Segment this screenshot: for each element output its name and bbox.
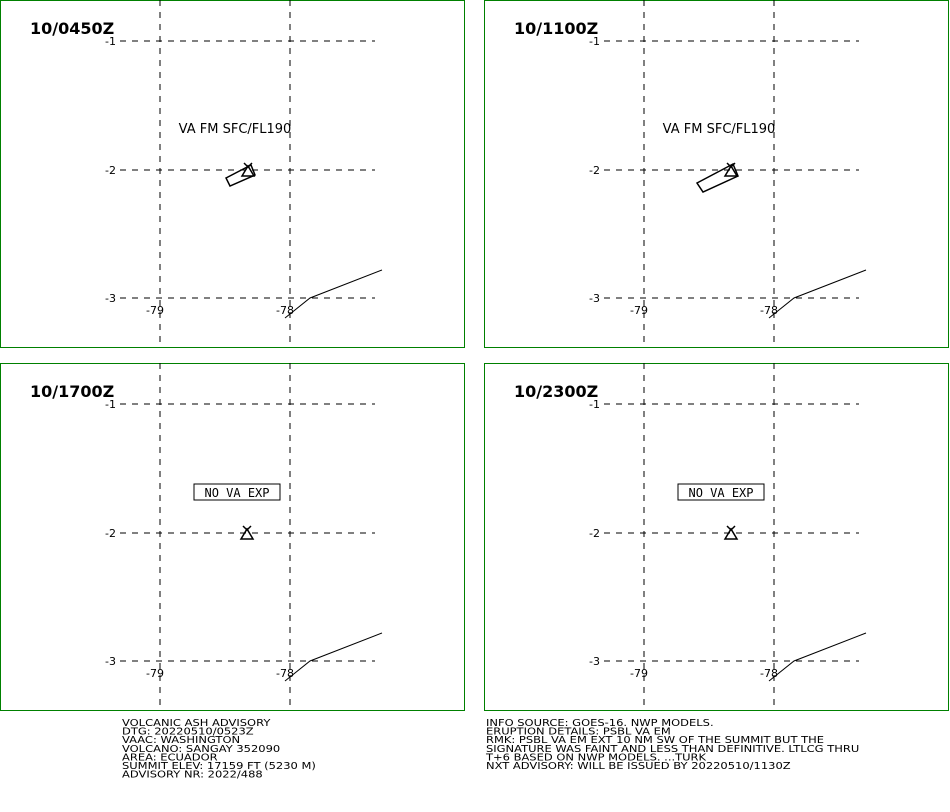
lat-label: -1 — [589, 35, 600, 48]
lon-label: -79 — [630, 667, 648, 680]
ash-annotation: VA FM SFC/FL190 — [663, 122, 776, 137]
ash-area — [695, 162, 739, 193]
lon-label: -79 — [630, 304, 648, 317]
advisory-line: AREA: ECUADOR — [122, 752, 218, 763]
valid-time: 10/1100Z — [514, 19, 598, 38]
coastline — [768, 632, 867, 682]
lat-label: -1 — [105, 35, 116, 48]
lat-label: -2 — [589, 527, 600, 540]
advisory-line: T+6 BASED ON NWP MODELS. ...TURK — [485, 752, 707, 763]
coastline — [768, 269, 867, 319]
volcano-symbol — [239, 525, 255, 540]
lat-label: -1 — [105, 398, 116, 411]
advisory-line: VOLCANO: SANGAY 352090 — [122, 744, 280, 755]
panel-border — [484, 363, 949, 711]
advisory-line: ERUPTION DETAILS: PSBL VA EM — [486, 727, 671, 738]
lat-label: -1 — [589, 398, 600, 411]
lat-label: -2 — [589, 164, 600, 177]
lat-label: -2 — [105, 164, 116, 177]
panel: -1 -2 -3 -79 -78 10/0450Z VA FM SFC/FL190 — [0, 0, 465, 348]
panel: -1 -2 -3 -79 -78 10/1100Z VA FM SFC/FL190 — [484, 0, 949, 348]
volcano-symbol — [240, 162, 256, 177]
panel-border — [484, 0, 949, 348]
valid-time: 10/1700Z — [30, 382, 114, 401]
advisory-line: SIGNATURE WAS FAINT AND LESS THAN DEFINI… — [486, 744, 859, 755]
ash-annotation: NO VA EXP — [688, 486, 753, 500]
lon-label: -78 — [276, 304, 294, 317]
advisory-line: VAAC: WASHINGTON — [122, 735, 240, 746]
advisory-line: INFO SOURCE: GOES-16. NWP MODELS. — [486, 718, 714, 729]
valid-time: 10/2300Z — [514, 382, 598, 401]
ash-annotation: NO VA EXP — [204, 486, 269, 500]
lon-label: -78 — [760, 304, 778, 317]
panel-border — [0, 363, 465, 711]
valid-time: 10/0450Z — [30, 19, 114, 38]
annotation-box — [677, 483, 765, 501]
advisory-line: NXT ADVISORY: WILL BE ISSUED BY 20220510… — [486, 761, 791, 772]
coastline — [284, 269, 383, 319]
lat-label: -2 — [105, 527, 116, 540]
lat-label: -3 — [589, 292, 600, 305]
panel-border — [0, 0, 465, 348]
ash-area — [224, 163, 256, 187]
lat-label: -3 — [105, 655, 116, 668]
coastline — [284, 632, 383, 682]
lat-label: -3 — [105, 292, 116, 305]
annotation-box — [193, 483, 281, 501]
advisory-line: RMK: PSBL VA EM EXT 10 NM SW OF THE SUMM… — [486, 735, 824, 746]
volcano-symbol — [723, 162, 739, 177]
lon-label: -79 — [146, 667, 164, 680]
panel: -1 -2 -3 -79 -78 10/2300Z NO VA EXP — [484, 363, 949, 711]
lat-label: -3 — [589, 655, 600, 668]
lon-label: -78 — [760, 667, 778, 680]
lon-label: -79 — [146, 304, 164, 317]
advisory-line: ADVISORY NR: 2022/488 — [122, 770, 263, 781]
volcano-symbol — [723, 525, 739, 540]
ash-annotation: VA FM SFC/FL190 — [179, 122, 292, 137]
panel: -1 -2 -3 -79 -78 10/1700Z NO VA EXP — [0, 363, 465, 711]
advisory-line: VOLCANIC ASH ADVISORY — [122, 718, 271, 729]
lon-label: -78 — [276, 667, 294, 680]
advisory-line: SUMMIT ELEV: 17159 FT (5230 M) — [122, 761, 316, 772]
advisory-line: DTG: 20220510/0523Z — [122, 727, 254, 738]
